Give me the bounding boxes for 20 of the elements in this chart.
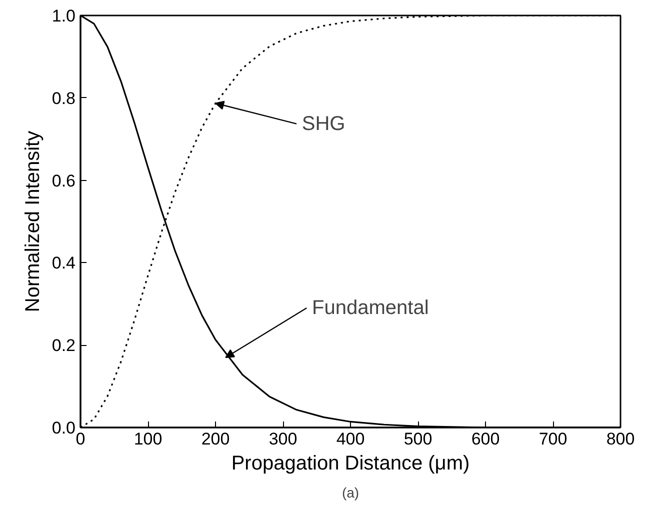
x-tick-label: 0 — [76, 430, 86, 448]
y-tick-label: 0.6 — [52, 171, 76, 190]
text: (a) — [342, 484, 360, 500]
x-tick-label: 700 — [538, 430, 568, 448]
x-tick-label: 800 — [606, 430, 635, 448]
x-tick-label: 100 — [134, 430, 162, 448]
y-tick-label: 0.0 — [52, 418, 76, 438]
annotation: SHG — [302, 112, 346, 135]
y-tick-label: 0.8 — [52, 88, 76, 108]
y-tick-label: 0.2 — [52, 336, 76, 356]
x-tick-label: 600 — [471, 430, 500, 448]
annotation: Fundamental — [312, 297, 429, 320]
y-tick-label: 0.4 — [52, 254, 76, 273]
x-tick-label: 500 — [404, 430, 432, 448]
x-tick-label: 200 — [201, 430, 230, 448]
x-axis-title: Propagation Distance (μm) — [231, 452, 470, 474]
y-tick-label: 1.0 — [52, 6, 76, 26]
x-tick-label: 300 — [268, 430, 298, 448]
y-axis-title: Normalized Intensity — [22, 130, 44, 312]
x-tick-label: 400 — [336, 430, 365, 448]
